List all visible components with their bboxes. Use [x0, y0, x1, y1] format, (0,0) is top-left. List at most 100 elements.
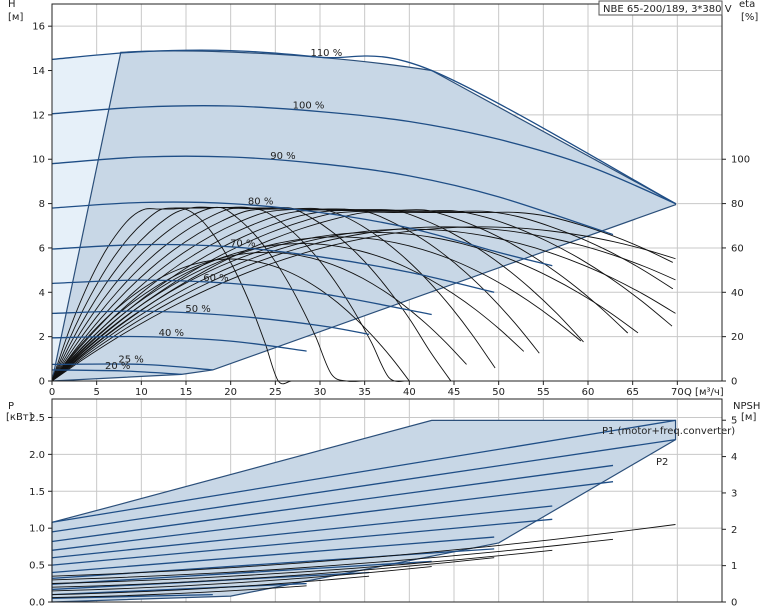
- bottom-ytick-label: 1.5: [29, 487, 45, 498]
- top-xtick-label: 40: [403, 387, 416, 398]
- bottom-ytick-label: 0.5: [29, 561, 45, 572]
- bottom-ytick-label: 0.0: [29, 598, 45, 609]
- speed-curve-label: 70 %: [230, 238, 255, 249]
- efficiency-curve-bold: [51, 228, 676, 382]
- bottom-ytick-label: 2.0: [29, 450, 45, 461]
- bottom-ytick-right-label: 1: [731, 561, 737, 572]
- bottom-operating-envelope: [51, 419, 677, 603]
- bottom-ylabel: P: [8, 401, 14, 412]
- speed-curve-40: [51, 335, 307, 352]
- bottom-yunit: [кВт]: [6, 412, 33, 423]
- speed-curve-label: 90 %: [270, 151, 295, 162]
- power-curve: [51, 536, 495, 574]
- top-curve-labels: 110 % 100 % 90 % 80 % 70 % 60 % 50 % 40 % 25 %20…: [105, 48, 342, 372]
- top-xtick-label: 70: [671, 387, 684, 398]
- power-curve: [51, 518, 553, 566]
- top-ytick-label: 12: [32, 110, 45, 121]
- top-operating-envelope: [51, 50, 677, 382]
- top-xtick-label: 20: [224, 387, 237, 398]
- top-ylabel: H: [8, 0, 16, 10]
- top-xtick-label: 0: [49, 387, 55, 398]
- speed-curve-70: [51, 243, 495, 293]
- top-xtick-label: 5: [93, 387, 99, 398]
- p2-annotation: P2: [656, 457, 668, 468]
- top-ytick-label: 16: [32, 22, 45, 33]
- top-ylabel-right: eta: [739, 0, 755, 10]
- top-xtick-label: 25: [269, 387, 282, 398]
- top-ytick-right-label: 80: [731, 199, 744, 210]
- top-xtick-label: 35: [358, 387, 371, 398]
- top-ytick-label: 0: [39, 377, 45, 388]
- top-ytick-label: 2: [39, 332, 45, 343]
- speed-curve-25: [51, 363, 213, 371]
- npsh-curve: [51, 557, 495, 588]
- efficiency-curve-bold: [51, 236, 582, 382]
- power-curve: [51, 505, 553, 559]
- efficiency-curve-bold: [51, 258, 410, 382]
- chart-title-box: [598, 0, 723, 16]
- top-xlabel: Q [м³/ч]: [684, 387, 724, 398]
- speed-curve-50: [51, 310, 370, 336]
- npsh-curve: [51, 549, 553, 584]
- top-xtick-label: 30: [314, 387, 327, 398]
- top-ytick-right-label: 0: [731, 377, 737, 388]
- top-plot-axes: 0 2 4 6 8 10 12 14 16 0 20 40 60 80 100 0 5 10 15 20 25 30 35 4…: [32, 3, 750, 398]
- speed-curve-label: 25 %: [118, 354, 143, 365]
- bottom-ytick-right-label: 5: [731, 416, 737, 427]
- power-curve: [51, 582, 307, 596]
- top-ytick-label: 4: [39, 288, 45, 299]
- bottom-ylabel-right: NPSH: [733, 401, 760, 412]
- efficiency-curve: [51, 206, 363, 382]
- top-xtick-label: 55: [537, 387, 550, 398]
- p1-annotation: P1 (motor+freq.converter): [602, 426, 735, 437]
- top-xtick-label: 10: [135, 387, 148, 398]
- top-ytick-label: 6: [39, 243, 45, 254]
- top-xtick-label: 15: [180, 387, 193, 398]
- bottom-plot-axes: 0.0 0.5 1.0 1.5 2.0 2.5 0 1 2 3 4 5: [29, 398, 737, 609]
- npsh-curve: [51, 538, 614, 581]
- speed-curve-label: 100 %: [293, 101, 325, 112]
- speed-curve-label: 60 %: [203, 273, 228, 284]
- speed-curve-110: [51, 49, 676, 205]
- top-ytick-label: 14: [32, 66, 45, 77]
- bottom-yunit-right: [м]: [741, 412, 756, 423]
- top-yunit: [м]: [8, 12, 23, 23]
- power-curve: [51, 560, 432, 585]
- top-ytick-label: 10: [32, 155, 45, 166]
- bottom-ytick-right-label: 4: [731, 452, 737, 463]
- top-ytick-right-label: 20: [731, 332, 744, 343]
- power-curve: [51, 419, 676, 523]
- bottom-ytick-label: 1.0: [29, 524, 45, 535]
- power-curve: [51, 481, 614, 551]
- top-xtick-label: 65: [626, 387, 639, 398]
- top-xtick-label: 45: [448, 387, 461, 398]
- power-curve: [51, 593, 213, 599]
- speed-curve-label: 50 %: [185, 304, 210, 315]
- bottom-envelope-area: [51, 419, 677, 603]
- top-speed-curves: [51, 49, 676, 375]
- speed-curve-20: [51, 369, 182, 375]
- npsh-curve: [51, 575, 370, 596]
- top-xtick-label: 50: [492, 387, 505, 398]
- top-ytick-right-label: 60: [731, 243, 744, 254]
- top-ytick-right-label: 100: [731, 155, 750, 166]
- npsh-curve: [51, 566, 432, 592]
- speed-curve-label: 110 %: [310, 48, 342, 59]
- top-plot-frame: [51, 3, 723, 382]
- efficiency-curve: [51, 206, 407, 382]
- top-xtick-label: 60: [582, 387, 595, 398]
- speed-curve-100: [51, 105, 676, 205]
- bottom-plot-frame: [51, 398, 723, 603]
- speed-curve-80: [51, 201, 553, 267]
- speed-curve-label: 80 %: [248, 197, 273, 208]
- npsh-curve: [51, 524, 676, 577]
- speed-curve-60: [51, 279, 432, 316]
- chart-title: NBE 65-200/189, 3*380 V: [603, 4, 732, 15]
- top-yunit-right: [%]: [741, 12, 758, 23]
- npsh-curve: [51, 585, 307, 599]
- power-curve: [51, 464, 614, 543]
- bottom-ytick-label: 2.5: [29, 413, 45, 424]
- operating-envelope-area: [51, 50, 677, 382]
- efficiency-curve-bold: [51, 251, 467, 382]
